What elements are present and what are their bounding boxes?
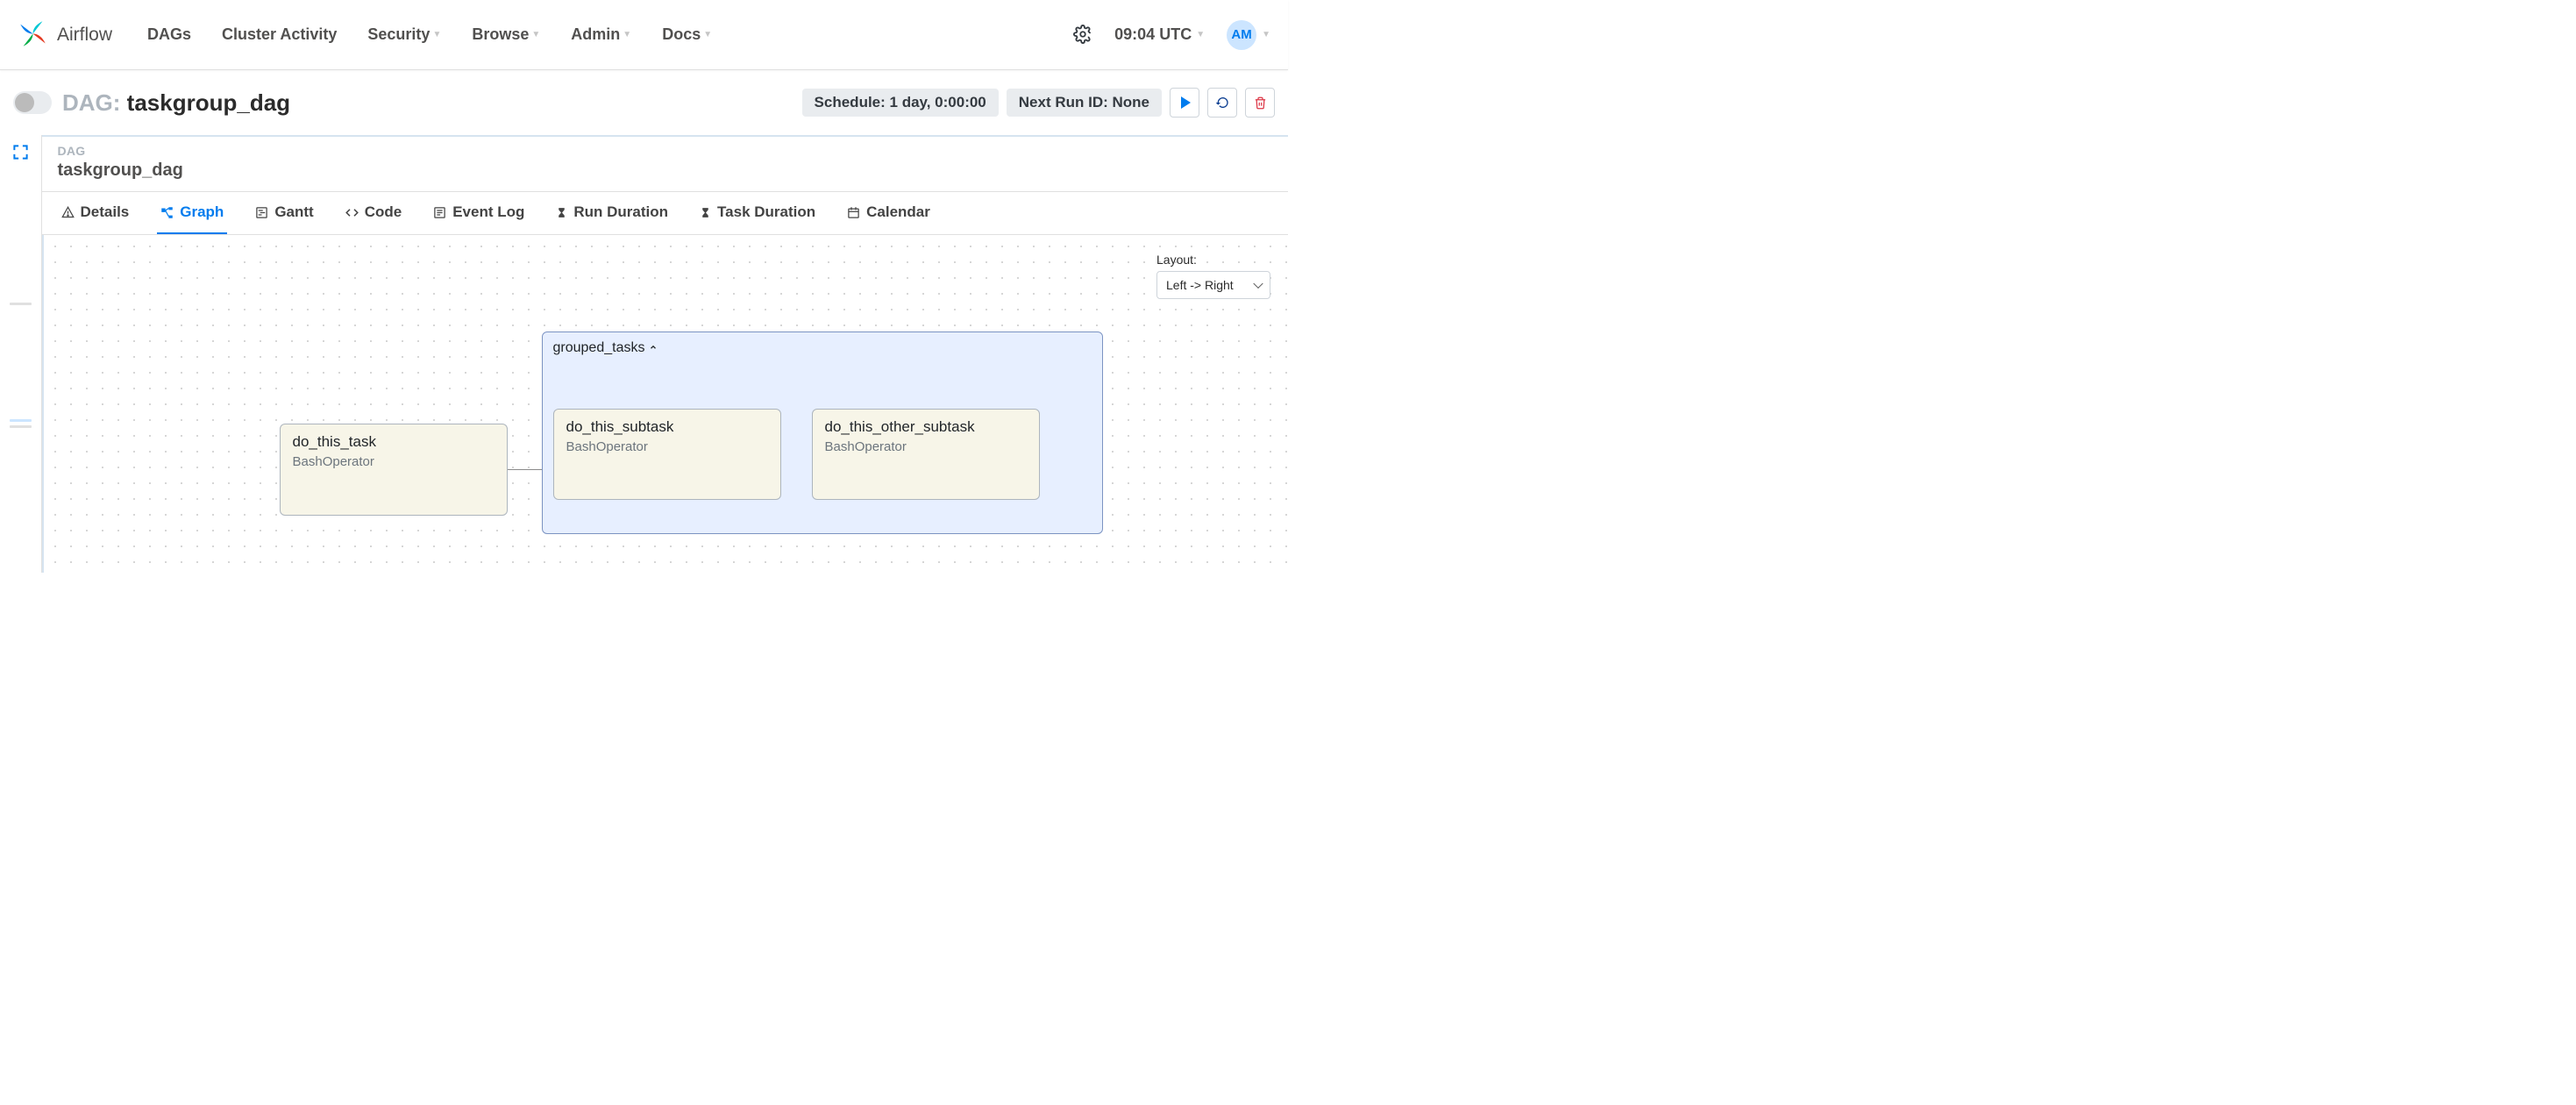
mini-indicator	[10, 425, 32, 428]
task-node-do-this-task[interactable]: do_this_task BashOperator	[280, 424, 508, 516]
nav-right: 09:04 UTC ▼ AM ▼	[1073, 20, 1270, 50]
code-icon	[345, 206, 359, 219]
layout-select-wrap: Left -> Right	[1156, 271, 1270, 299]
brand-text: Airflow	[57, 25, 112, 46]
refresh-button[interactable]	[1207, 88, 1237, 118]
nav-security-label: Security	[367, 25, 430, 44]
graph-icon	[160, 206, 174, 219]
content: DAG taskgroup_dag Details Graph Gantt Co…	[42, 135, 1289, 573]
dag-title: DAG: taskgroup_dag	[62, 89, 290, 117]
trigger-dag-button[interactable]	[1170, 88, 1199, 118]
group-label: grouped_tasks	[553, 340, 645, 356]
nav-docs-label: Docs	[662, 25, 701, 44]
dag-header-actions: Schedule: 1 day, 0:00:00 Next Run ID: No…	[802, 88, 1275, 118]
task-node-do-this-subtask[interactable]: do_this_subtask BashOperator	[553, 409, 781, 501]
fullscreen-button[interactable]	[12, 144, 29, 162]
nav-links: DAGs Cluster Activity Security▼ Browse▼ …	[147, 25, 712, 44]
caret-down-icon: ▼	[432, 30, 441, 39]
caret-down-icon: ▼	[531, 30, 540, 39]
clock-display[interactable]: 09:04 UTC ▼	[1114, 25, 1205, 44]
task-name: do_this_subtask	[566, 418, 768, 436]
tab-graph-label: Graph	[180, 203, 224, 221]
settings-button[interactable]	[1073, 25, 1092, 46]
tab-gantt-label: Gantt	[274, 203, 313, 221]
tab-calendar-label: Calendar	[866, 203, 930, 221]
nav-browse-label: Browse	[472, 25, 529, 44]
mini-indicator	[10, 419, 32, 422]
tab-run-duration[interactable]: Run Duration	[552, 192, 672, 234]
crumb-name: taskgroup_dag	[58, 160, 1273, 181]
mini-indicator	[10, 303, 32, 305]
nav-dags[interactable]: DAGs	[147, 25, 191, 44]
nav-admin[interactable]: Admin▼	[571, 25, 631, 44]
tab-code-label: Code	[365, 203, 402, 221]
layout-control: Layout: Left -> Right	[1156, 253, 1270, 299]
caret-down-icon: ▼	[1262, 30, 1270, 39]
dag-pause-toggle[interactable]	[13, 91, 52, 114]
crumb-label: DAG	[58, 144, 1273, 158]
task-group-grouped-tasks[interactable]: grouped_tasks do_this_subtask BashOperat…	[542, 332, 1103, 535]
task-node-do-this-other-subtask[interactable]: do_this_other_subtask BashOperator	[812, 409, 1040, 501]
caret-down-icon: ▼	[623, 30, 631, 39]
group-inner: do_this_subtask BashOperator do_this_oth…	[553, 409, 1092, 501]
tab-run-duration-label: Run Duration	[573, 203, 668, 221]
expand-icon	[12, 144, 29, 160]
caret-down-icon: ▼	[1196, 30, 1205, 39]
main-row: DAG taskgroup_dag Details Graph Gantt Co…	[0, 135, 1288, 573]
dag-header: DAG: taskgroup_dag Schedule: 1 day, 0:00…	[0, 70, 1288, 135]
tab-task-duration-label: Task Duration	[717, 203, 815, 221]
dag-title-prefix: DAG:	[62, 89, 127, 116]
layout-label: Layout:	[1156, 253, 1270, 267]
graph-canvas[interactable]: Layout: Left -> Right do_this_task BashO…	[42, 235, 1289, 573]
navbar: Airflow DAGs Cluster Activity Security▼ …	[0, 0, 1288, 70]
tabs: Details Graph Gantt Code Event Log Run D…	[42, 191, 1289, 235]
collapse-icon	[649, 340, 658, 356]
gantt-icon	[255, 206, 268, 219]
delete-dag-button[interactable]	[1245, 88, 1275, 118]
nav-admin-label: Admin	[571, 25, 620, 44]
warning-icon	[61, 206, 75, 219]
nav-cluster-activity[interactable]: Cluster Activity	[222, 25, 337, 44]
task-name: do_this_other_subtask	[825, 418, 1027, 436]
side-strip	[0, 135, 42, 573]
avatar: AM	[1227, 20, 1256, 50]
nav-security[interactable]: Security▼	[367, 25, 441, 44]
refresh-icon	[1215, 96, 1229, 110]
tab-details-label: Details	[81, 203, 130, 221]
hourglass-icon	[556, 206, 567, 219]
layout-select[interactable]: Left -> Right	[1156, 271, 1270, 299]
tab-task-duration[interactable]: Task Duration	[696, 192, 819, 234]
tab-event-log-label: Event Log	[452, 203, 524, 221]
next-run-pill[interactable]: Next Run ID: None	[1007, 89, 1162, 117]
tab-gantt[interactable]: Gantt	[252, 192, 317, 234]
clock-text: 09:04 UTC	[1114, 25, 1192, 44]
calendar-icon	[847, 206, 860, 219]
play-icon	[1181, 96, 1191, 109]
task-operator: BashOperator	[566, 439, 768, 454]
nav-browse[interactable]: Browse▼	[472, 25, 540, 44]
nav-docs[interactable]: Docs▼	[662, 25, 712, 44]
task-operator: BashOperator	[293, 454, 495, 469]
caret-down-icon: ▼	[703, 30, 712, 39]
tab-details[interactable]: Details	[58, 192, 133, 234]
list-icon	[433, 206, 446, 219]
schedule-pill[interactable]: Schedule: 1 day, 0:00:00	[802, 89, 999, 117]
dag-title-name: taskgroup_dag	[127, 89, 290, 116]
breadcrumb: DAG taskgroup_dag	[42, 137, 1289, 191]
user-menu[interactable]: AM ▼	[1227, 20, 1270, 50]
logo-area: Airflow	[18, 18, 112, 51]
task-operator: BashOperator	[825, 439, 1027, 454]
group-title: grouped_tasks	[553, 340, 1092, 356]
hourglass-icon	[700, 206, 711, 219]
trash-icon	[1254, 96, 1267, 110]
tab-graph[interactable]: Graph	[157, 192, 227, 234]
tab-code[interactable]: Code	[342, 192, 406, 234]
task-name: do_this_task	[293, 433, 495, 451]
tab-event-log[interactable]: Event Log	[430, 192, 528, 234]
airflow-logo-icon	[18, 18, 48, 51]
tab-calendar[interactable]: Calendar	[843, 192, 934, 234]
toggle-knob	[15, 93, 34, 112]
